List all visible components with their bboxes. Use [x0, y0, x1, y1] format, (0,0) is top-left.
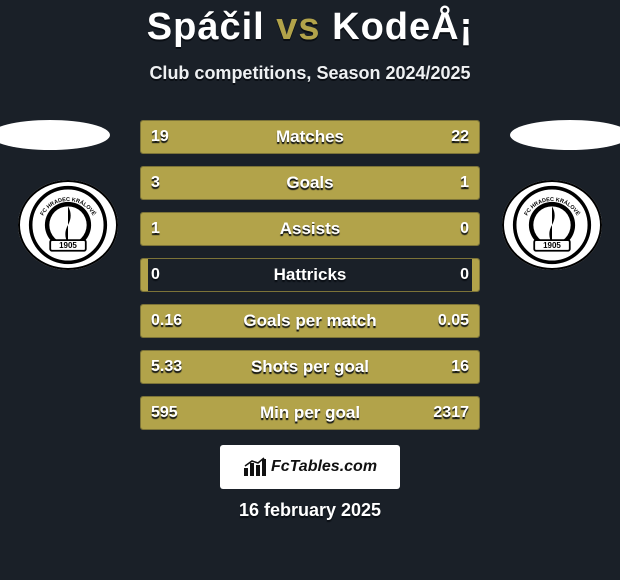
club-badge-icon: 1905 FC HRADEC KRÁLOVÉ — [23, 185, 113, 265]
stat-label: Matches — [141, 127, 479, 147]
player-right-avatar-placeholder — [510, 120, 620, 150]
brand-badge: FcTables.com — [220, 445, 400, 489]
stat-label: Shots per goal — [141, 357, 479, 377]
player-right-name: KodeÅ¡ — [332, 6, 473, 48]
stat-row: 5952317Min per goal — [140, 396, 480, 430]
vs-separator: vs — [276, 6, 320, 48]
player-right-club-badge: 1905 FC HRADEC KRÁLOVÉ — [502, 180, 602, 270]
player-left-avatar-placeholder — [0, 120, 110, 150]
infographic-date: 16 february 2025 — [0, 500, 620, 521]
stat-row: 00Hattricks — [140, 258, 480, 292]
stat-row: 1922Matches — [140, 120, 480, 154]
page-title: Spáčil vs KodeÅ¡ — [0, 0, 620, 49]
stat-row: 10Assists — [140, 212, 480, 246]
stats-container: 1922Matches 31Goals 10Assists 00Hattricks 0.… — [140, 120, 480, 442]
svg-text:1905: 1905 — [59, 241, 77, 250]
stat-label: Assists — [141, 219, 479, 239]
stat-label: Goals — [141, 173, 479, 193]
brand-text: FcTables.com — [271, 458, 377, 476]
stat-label: Min per goal — [141, 403, 479, 423]
stat-label: Hattricks — [141, 265, 479, 285]
stat-row: 5.3316Shots per goal — [140, 350, 480, 384]
club-badge-icon: 1905 FC HRADEC KRÁLOVÉ — [507, 185, 597, 265]
svg-text:1905: 1905 — [543, 241, 561, 250]
player-right-side: 1905 FC HRADEC KRÁLOVÉ — [500, 120, 620, 270]
player-left-name: Spáčil — [147, 6, 265, 48]
stat-row: 31Goals — [140, 166, 480, 200]
player-left-side: 1905 FC HRADEC KRÁLOVÉ — [0, 120, 120, 270]
subtitle: Club competitions, Season 2024/2025 — [0, 63, 620, 84]
brand-chart-icon — [243, 457, 267, 477]
stat-label: Goals per match — [141, 311, 479, 331]
stat-row: 0.160.05Goals per match — [140, 304, 480, 338]
player-left-club-badge: 1905 FC HRADEC KRÁLOVÉ — [18, 180, 118, 270]
